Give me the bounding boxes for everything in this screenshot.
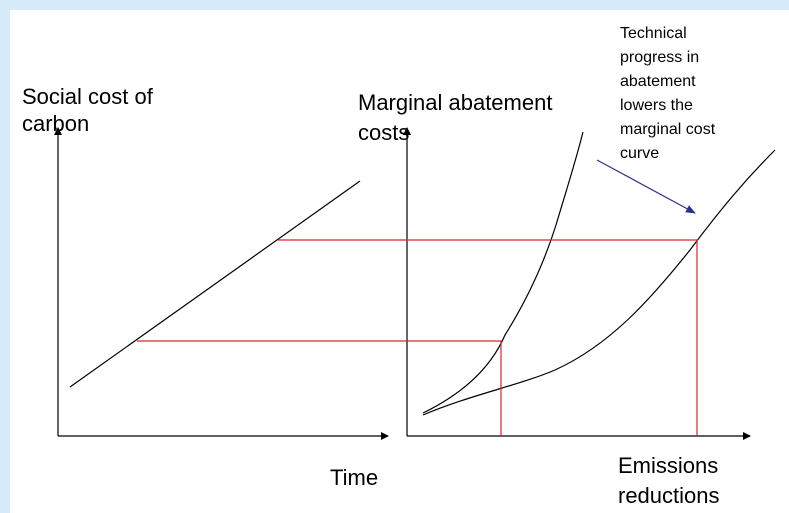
lower-mac-curve [422, 149, 776, 416]
annotation-line: curve [620, 145, 659, 162]
annotation-line: progress in [620, 49, 699, 66]
right-x-label: reductions [618, 483, 720, 508]
left-x-label: Time [330, 465, 378, 490]
annotation-line: abatement [620, 73, 696, 90]
right-y-label: costs [358, 120, 409, 145]
annotation: Technical progress in abatement lowers the m… [620, 25, 716, 162]
guide-upper [278, 239, 698, 436]
left-y-label: carbon [22, 111, 89, 136]
right-x-label: Emissions [618, 453, 718, 478]
annotation-line: marginal cost [620, 121, 716, 138]
left-y-label: Social cost of [22, 84, 154, 109]
annotation-arrow [596, 159, 696, 214]
steep-mac-curve [422, 131, 584, 414]
annotation-line: lowers the [620, 97, 693, 114]
right-y-label: Marginal abatement [358, 90, 552, 115]
annotation-line: Technical [620, 25, 687, 42]
canvas [10, 10, 789, 513]
social-cost-line [69, 180, 361, 388]
guide-lower [137, 340, 502, 436]
